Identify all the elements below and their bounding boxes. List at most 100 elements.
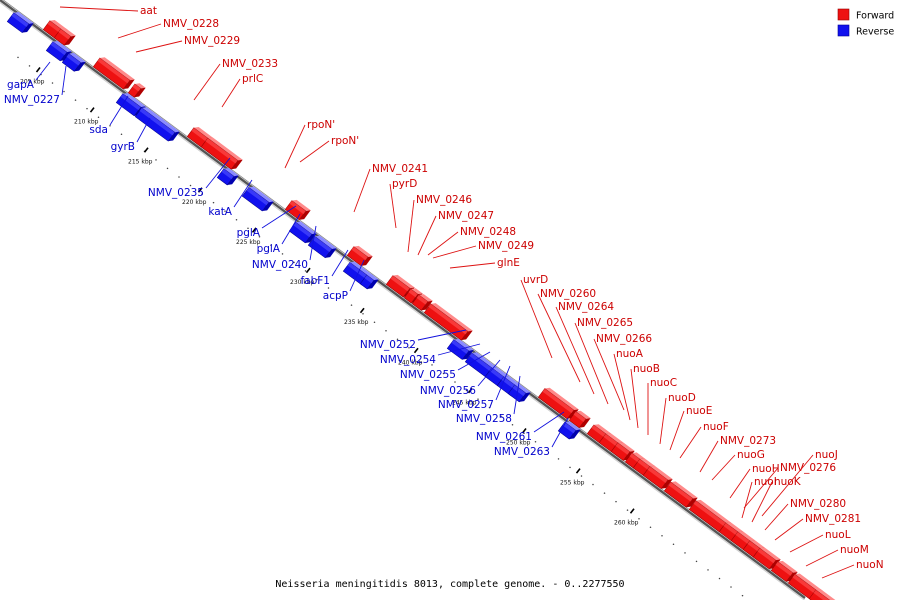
gene-top-face <box>430 303 473 332</box>
reverse-label-leader <box>35 61 51 81</box>
forward-label-leader <box>679 426 702 459</box>
gene-highlight <box>747 540 760 552</box>
gene-highlight <box>289 200 306 215</box>
ruler-tick-label: 250 kbp <box>506 440 531 447</box>
gene-top-face <box>575 410 591 419</box>
gene-top-face <box>759 547 781 561</box>
forward-gene-label: NMV_0266 <box>596 333 652 345</box>
reverse-label-leader <box>417 329 467 341</box>
forward-label-leader <box>669 410 685 451</box>
reverse-gene-label: NMV_0261 <box>476 431 532 443</box>
gene-top-face <box>60 28 76 37</box>
gene-highlight <box>312 236 332 253</box>
gene-top-face <box>453 338 474 351</box>
forward-label-leader <box>389 183 397 229</box>
ruler-dot <box>580 475 583 477</box>
gene-top-face <box>631 452 645 460</box>
ruler-tick <box>143 147 149 153</box>
gene-end-face <box>462 350 474 360</box>
forward-gene-label: nuoD <box>668 392 696 404</box>
forward-gene-label: NMV_0247 <box>438 210 494 222</box>
ruler-dot <box>293 261 295 264</box>
gene-highlight <box>132 83 141 92</box>
ruler-dot <box>419 355 422 358</box>
ruler-dot <box>661 535 663 537</box>
reverse-gene-label: NMV_0263 <box>494 446 550 458</box>
forward-gene-label: pyrD <box>392 178 417 190</box>
ruler-dot <box>350 304 353 306</box>
forward-gene-label: rpoN' <box>307 119 335 131</box>
forward-gene <box>642 465 673 490</box>
forward-gene <box>770 560 798 582</box>
forward-gene <box>568 410 591 429</box>
ruler-dot <box>362 312 364 315</box>
ruler-tick-label: 210 kbp <box>74 119 99 126</box>
forward-label-leader <box>574 322 609 405</box>
forward-label-leader <box>593 338 625 411</box>
forward-label-leader <box>764 503 789 531</box>
gene-top-face <box>749 540 765 549</box>
reverse-gene-label: NMV_0227 <box>4 94 60 106</box>
reverse-label-leader <box>513 375 521 415</box>
reverse-label-leader <box>533 411 565 433</box>
forward-gene-label: nuoA <box>616 348 644 360</box>
ruler-dot <box>86 107 88 110</box>
ruler-dot <box>741 594 744 597</box>
gene-end-face <box>123 79 135 90</box>
gene-highlight <box>723 522 738 535</box>
reverse-label-leader <box>551 417 569 448</box>
ruler-tick-label: 225 kbp <box>236 239 261 246</box>
gene-end-face <box>569 429 581 440</box>
forward-gene <box>663 481 698 508</box>
gene-highlight <box>221 168 234 180</box>
forward-gene-labels: aat NMV_0228 NMV_0229 NMV_0233 prlC rpoN' rpoN… <box>59 5 884 579</box>
gene-highlight <box>11 12 29 27</box>
reverse-gene-label: NMV_0252 <box>360 339 416 351</box>
forward-gene-label: NMV_0260 <box>540 288 596 300</box>
forward-gene-label: NMV_0249 <box>478 240 534 252</box>
forward-gene-label: NMV_0228 <box>163 18 219 30</box>
forward-gene <box>200 137 243 170</box>
ruler-dot <box>97 116 100 118</box>
forward-label-leader <box>729 468 751 499</box>
forward-gene <box>537 387 579 420</box>
ruler-dot <box>511 423 514 426</box>
gene-end-face <box>686 497 698 508</box>
reverse-label-leader <box>495 365 511 401</box>
gene-highlight <box>757 548 776 564</box>
legend-reverse-label: Reverse <box>856 27 894 38</box>
gene-highlight <box>668 482 693 502</box>
gene-highlight <box>390 275 410 292</box>
reverse-label-leader <box>331 249 349 277</box>
gene-highlight <box>775 561 793 576</box>
forward-gene <box>284 199 311 221</box>
gene-highlight <box>246 187 269 206</box>
gene-top-face <box>777 560 798 573</box>
ruler-dot <box>109 124 111 127</box>
gene-top-face <box>193 127 213 139</box>
gene-top-face <box>314 235 337 249</box>
gene-top-face <box>291 199 311 211</box>
gene-highlight <box>416 294 428 305</box>
ruler-dot <box>603 492 606 494</box>
gene-top-face <box>223 168 239 177</box>
gene-highlight <box>647 466 668 483</box>
gene-front-face <box>752 547 777 570</box>
forward-label-leader <box>743 467 779 509</box>
forward-label-leader <box>555 306 595 395</box>
gene-end-face <box>661 479 673 489</box>
reverse-gene <box>359 274 379 290</box>
forward-label-leader <box>520 279 553 359</box>
gene-end-face <box>231 159 243 170</box>
gene-top-face <box>649 465 673 480</box>
ruler-dot <box>166 167 169 170</box>
reverse-gene <box>288 221 317 244</box>
gene-highlight <box>50 41 67 56</box>
forward-gene-label: NMV_0233 <box>222 58 278 70</box>
forward-gene-label: nuoG <box>737 449 765 461</box>
gene-highlight <box>637 459 650 470</box>
ruler-ticks: 205 kbp 210 kbp 215 kbp 220 kbp 225 kbp 230 k… <box>20 67 639 527</box>
ruler-dot <box>132 142 134 144</box>
ruler-dot <box>212 201 215 204</box>
forward-label-leader <box>741 481 753 519</box>
